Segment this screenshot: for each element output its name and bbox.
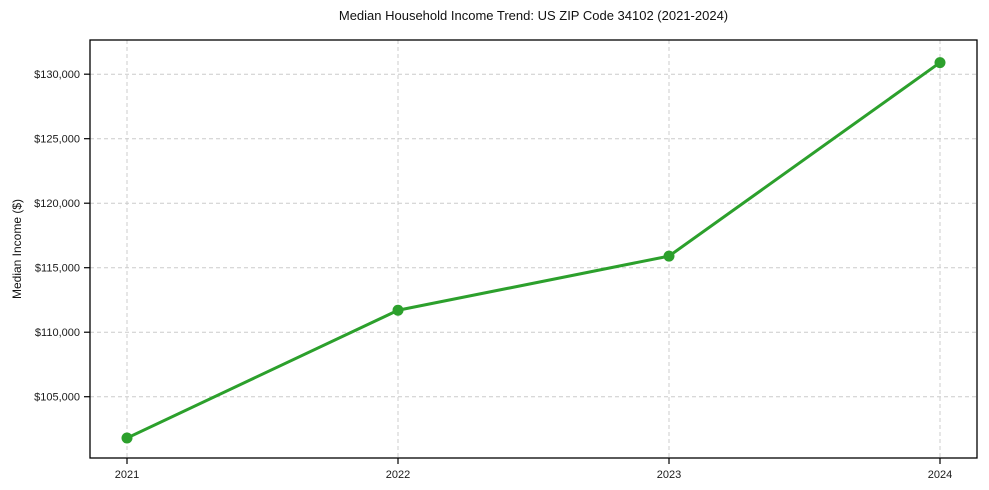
y-tick-label: $115,000 [35, 263, 80, 275]
y-tick-label: $125,000 [34, 134, 80, 146]
y-tick-label: $105,000 [34, 392, 80, 404]
x-tick-label: 2024 [928, 469, 952, 481]
income-trend-line [125, 61, 942, 440]
chart-title: Median Household Income Trend: US ZIP Co… [338, 8, 729, 23]
y-tick-label: $110,000 [35, 327, 80, 339]
data-point-2021 [121, 432, 133, 444]
x-tick-label: 2021 [115, 469, 139, 481]
data-point-2024 [934, 57, 946, 69]
y-tick-label: $130,000 [34, 69, 80, 81]
plot-border [89, 39, 978, 459]
data-point-2022 [392, 304, 404, 316]
y-axis-label: Median Income ($) [10, 198, 24, 300]
x-tick-label: 2023 [657, 469, 681, 481]
x-tick-label: 2022 [386, 469, 410, 481]
data-point-2023 [663, 250, 675, 262]
y-tick-label: $120,000 [34, 198, 80, 210]
